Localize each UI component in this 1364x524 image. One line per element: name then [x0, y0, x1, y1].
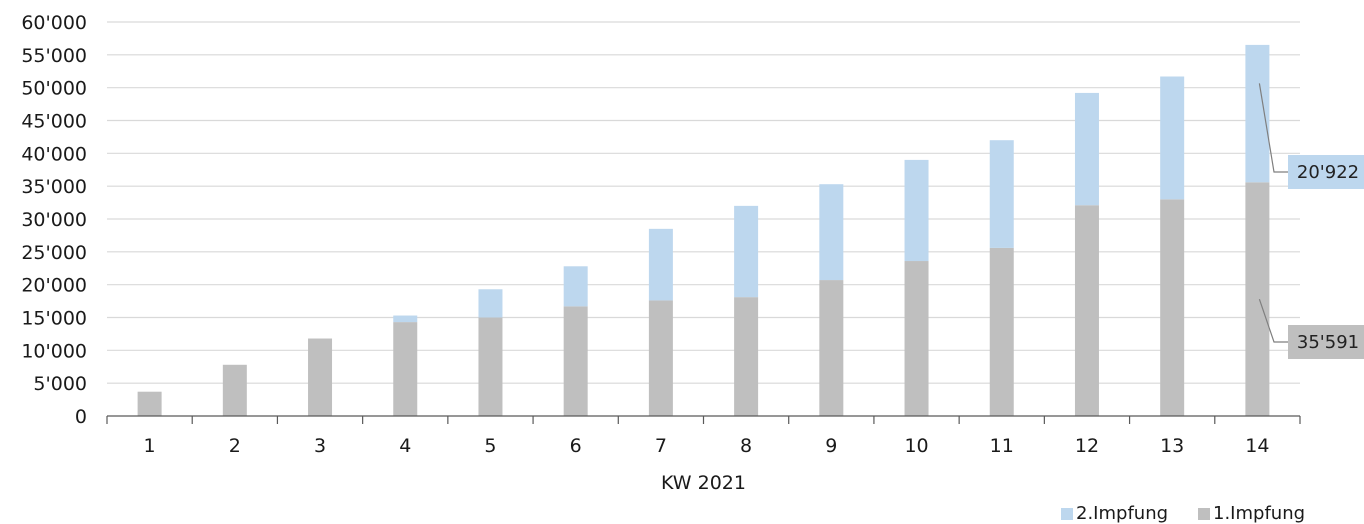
- bar-1-impfung: [905, 261, 929, 416]
- bar-2-impfung: [1075, 93, 1099, 205]
- y-tick-label: 5'000: [33, 373, 87, 395]
- bar-2-impfung: [1160, 77, 1184, 200]
- x-tick-label: 7: [655, 435, 667, 457]
- bar-2-impfung: [990, 140, 1014, 248]
- data-label: 35'591: [1297, 332, 1359, 353]
- y-tick-label: 25'000: [21, 242, 87, 264]
- x-tick-label: 2: [229, 435, 241, 457]
- data-label: 20'922: [1297, 162, 1359, 183]
- y-tick-label: 20'000: [21, 275, 87, 297]
- y-tick-label: 55'000: [21, 45, 87, 67]
- y-tick-label: 10'000: [21, 340, 87, 362]
- bar-2-impfung: [819, 184, 843, 280]
- legend-swatch: [1061, 508, 1073, 520]
- y-tick-label: 50'000: [21, 78, 87, 100]
- gridlines: [107, 22, 1300, 383]
- bar-1-impfung: [819, 280, 843, 416]
- bar-2-impfung: [393, 316, 417, 323]
- x-tick-label: 4: [399, 435, 411, 457]
- bar-2-impfung: [478, 289, 502, 317]
- x-tick-label: 10: [904, 435, 928, 457]
- legend-swatch: [1198, 508, 1210, 520]
- x-tick-label: 11: [990, 435, 1014, 457]
- x-tick-label: 14: [1245, 435, 1269, 457]
- bar-2-impfung: [905, 160, 929, 261]
- x-axis: 1 2 3 4 5 6 7 8 9 10 11 12 13 14: [107, 416, 1300, 457]
- x-tick-label: 12: [1075, 435, 1099, 457]
- bar-1-impfung: [1075, 205, 1099, 416]
- bars: [138, 45, 1270, 416]
- bar-1-impfung: [649, 300, 673, 416]
- y-tick-label: 30'000: [21, 209, 87, 231]
- y-tick-label: 15'000: [21, 308, 87, 330]
- legend-label: 1.Impfung: [1213, 503, 1305, 524]
- x-tick-label: 5: [484, 435, 496, 457]
- x-tick-label: 8: [740, 435, 752, 457]
- x-tick-label: 9: [825, 435, 837, 457]
- y-tick-label: 35'000: [21, 176, 87, 198]
- x-tick-label: 3: [314, 435, 326, 457]
- bar-2-impfung: [649, 229, 673, 301]
- bar-1-impfung: [393, 322, 417, 416]
- bar-1-impfung: [1245, 182, 1269, 416]
- x-tick-label: 1: [144, 435, 156, 457]
- bar-2-impfung: [564, 266, 588, 306]
- y-tick-label: 60'000: [21, 12, 87, 34]
- bar-1-impfung: [564, 306, 588, 416]
- bar-2-impfung: [1245, 45, 1269, 182]
- x-tick-label: 6: [570, 435, 582, 457]
- y-tick-label: 45'000: [21, 111, 87, 133]
- legend-label: 2.Impfung: [1076, 503, 1168, 524]
- y-tick-label: 0: [75, 406, 87, 428]
- x-axis-title: KW 2021: [661, 472, 746, 494]
- bar-2-impfung: [734, 206, 758, 297]
- bar-1-impfung: [138, 392, 162, 416]
- bar-1-impfung: [1160, 199, 1184, 416]
- bar-1-impfung: [990, 248, 1014, 416]
- x-tick-label: 13: [1160, 435, 1184, 457]
- bar-1-impfung: [223, 365, 247, 416]
- bar-1-impfung: [734, 297, 758, 416]
- bar-1-impfung: [478, 318, 502, 417]
- bar-1-impfung: [308, 339, 332, 416]
- legend: 2.Impfung 1.Impfung: [1061, 503, 1305, 524]
- y-axis-tick-labels: 0 5'000 10'000 15'000 20'000 25'000 30'000 35'0…: [21, 12, 87, 428]
- y-tick-label: 40'000: [21, 143, 87, 165]
